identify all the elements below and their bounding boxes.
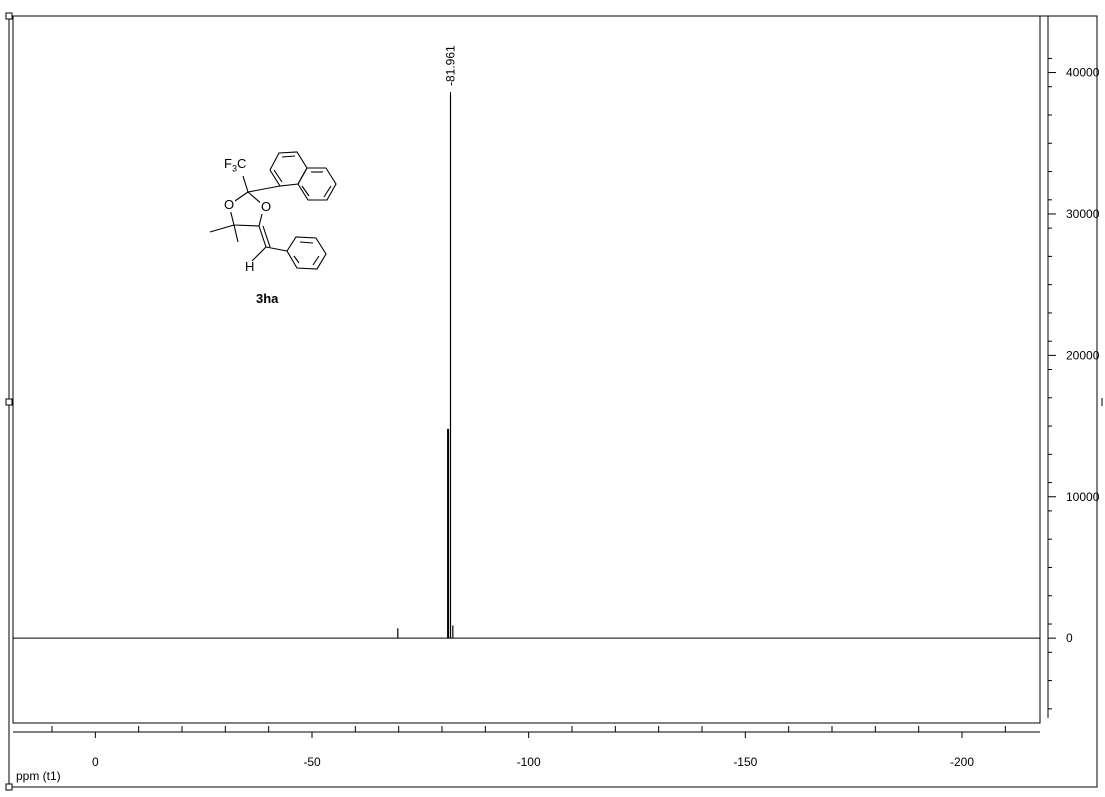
methyl-bond-1	[209, 224, 235, 233]
naph-a-inner-1	[281, 155, 296, 158]
x-tick-label: -150	[733, 755, 757, 769]
phenyl-inner-3	[293, 255, 300, 264]
x-tick-label: -200	[950, 755, 974, 769]
phenyl-ring	[286, 236, 327, 270]
methyl-bond-2	[233, 224, 239, 243]
peak-label: -81.961	[443, 45, 457, 86]
cf3-label: F3C	[224, 156, 247, 174]
phenyl-inner-1	[299, 241, 314, 244]
y-axis-minor-ticks	[1048, 57, 1052, 710]
y-tick-label: 10000	[1066, 490, 1100, 504]
x-tick-label: 0	[92, 755, 99, 769]
plot-frame	[12, 15, 1041, 724]
frame-handle-top-left[interactable]	[5, 12, 13, 20]
ch-bond	[251, 246, 267, 262]
naph-b-inner-2	[323, 185, 332, 198]
naph-b-inner-3	[301, 185, 310, 197]
phenyl-attach-bond	[265, 246, 288, 252]
frame-handle-bottom-left[interactable]	[5, 783, 13, 791]
exocyclic-bond-2	[262, 225, 271, 248]
cf3-bond	[242, 175, 249, 193]
naph-a-inner-2	[273, 169, 283, 183]
frame-handle-mid-left[interactable]	[5, 398, 13, 406]
y-tick-label: 20000	[1066, 348, 1100, 362]
y-tick-label: 0	[1066, 631, 1073, 645]
x-tick-label: -50	[303, 755, 321, 769]
x-tick-label: -100	[517, 755, 541, 769]
naphthalene-ring-a	[269, 151, 308, 187]
naphthyl-attach-bond	[247, 185, 281, 193]
oxygen-label-right: O	[260, 199, 273, 214]
x-axis-label: ppm (t1)	[16, 769, 61, 783]
exocyclic-bond	[258, 225, 267, 248]
naphthalene-ring-b	[297, 167, 337, 201]
peak-labels: -81.961	[443, 45, 457, 202]
oxygen-label-left: O	[223, 197, 236, 212]
outer-frame	[8, 15, 1098, 788]
x-axis-major-ticks: 0 -50 -100 -150 -200	[92, 732, 974, 769]
phenyl-inner-2	[312, 255, 320, 266]
spectrum-peaks	[397, 93, 454, 639]
x-axis-minor-ticks	[51, 726, 1006, 732]
hydrogen-label: H	[245, 259, 255, 274]
chemical-structure-3ha	[209, 151, 337, 270]
y-tick-label: 30000	[1066, 207, 1100, 221]
compound-label: 3ha	[256, 291, 279, 306]
y-tick-label: 40000	[1066, 66, 1100, 80]
y-axis-major-ticks: 0 10000 20000 30000 40000	[1048, 66, 1100, 645]
